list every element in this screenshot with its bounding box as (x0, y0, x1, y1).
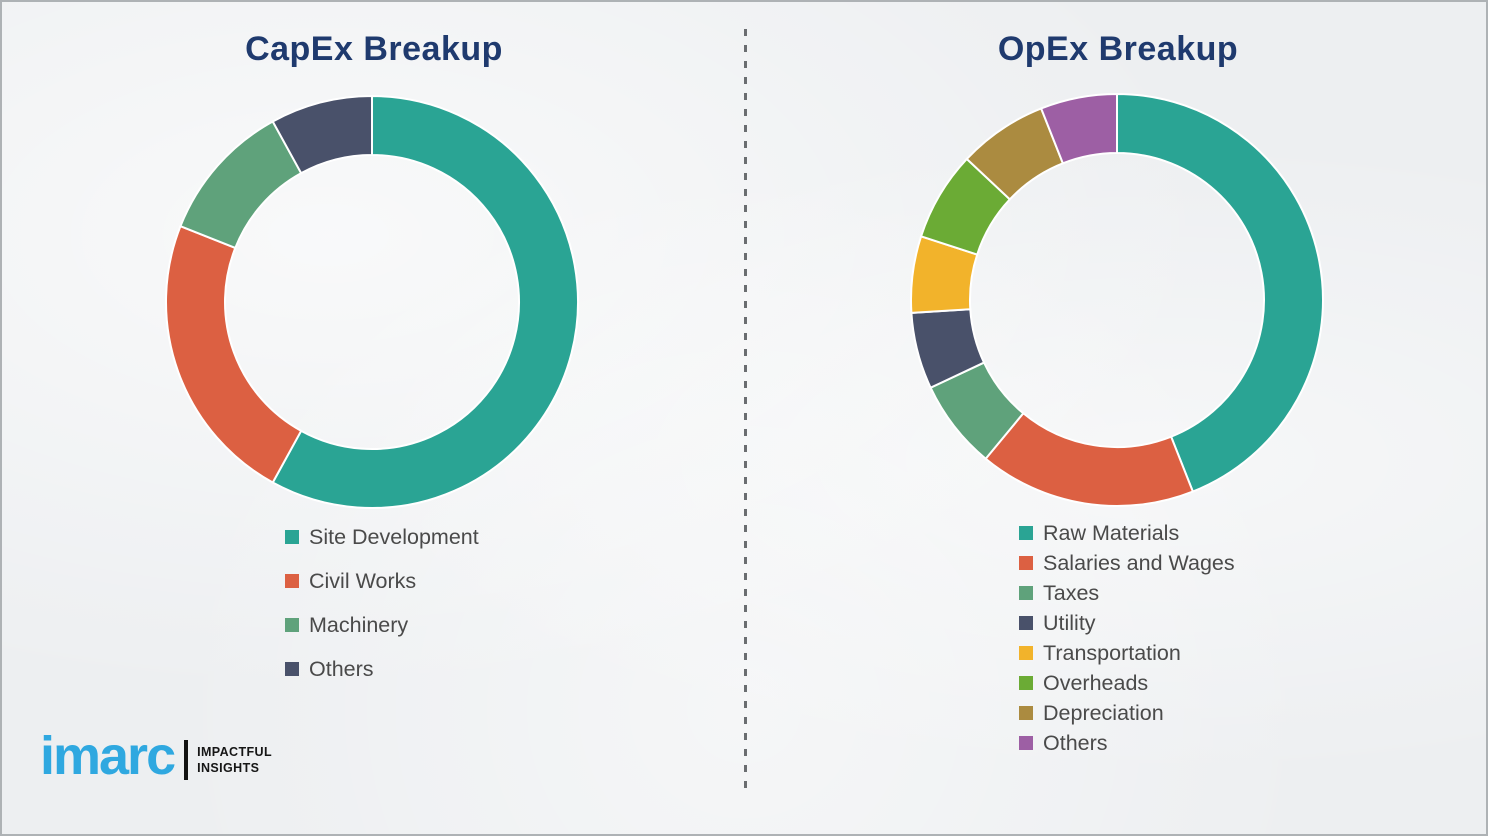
legend-label: Civil Works (309, 568, 417, 593)
logo-tagline-line2: INSIGHTS (197, 761, 260, 775)
legend-label: Salaries and Wages (1043, 550, 1235, 575)
legend-item-salaries-and-wages: Salaries and Wages (1019, 548, 1235, 578)
donut-slice-site-development (271, 94, 579, 509)
legend-item-others: Others (1019, 728, 1235, 758)
legend-label: Taxes (1043, 580, 1100, 605)
capex-title: CapEx Breakup (245, 30, 503, 68)
legend-swatch-icon (1019, 646, 1033, 660)
capex-panel: CapEx Breakup Site Development Civil Work… (2, 2, 746, 834)
legend-label: Overheads (1043, 670, 1149, 695)
legend-item-overheads: Overheads (1019, 668, 1235, 698)
legend-item-site-development: Site Development (285, 515, 479, 559)
logo-tagline-line1: IMPACTFUL (197, 744, 272, 759)
capex-donut-chart (165, 94, 579, 509)
legend-item-civil-works: Civil Works (285, 559, 479, 603)
legend-item-raw-materials: Raw Materials (1019, 518, 1235, 548)
legend-item-machinery: Machinery (285, 603, 479, 647)
donut-slice-others (1039, 92, 1118, 165)
donut-slice-civil-works (165, 224, 303, 484)
legend-swatch-icon (1019, 556, 1033, 570)
legend-swatch-icon (285, 618, 299, 632)
legend-item-taxes: Taxes (1019, 578, 1235, 608)
legend-swatch-icon (1019, 676, 1033, 690)
legend-swatch-icon (285, 662, 299, 676)
legend-label: Others (1043, 730, 1108, 755)
divider-dashed-line (744, 29, 747, 791)
logo-tagline: IMPACTFUL INSIGHTS (197, 744, 272, 777)
opex-legend: Raw Materials Salaries and Wages Taxes Util… (1019, 518, 1235, 758)
opex-panel: OpEx Breakup Raw Materials Salaries and W… (746, 2, 1486, 834)
legend-swatch-icon (1019, 526, 1033, 540)
donut-slice-salaries-and-wages (984, 411, 1195, 507)
legend-swatch-icon (1019, 586, 1033, 600)
donut-slice-others (271, 94, 373, 175)
legend-label: Transportation (1043, 640, 1181, 665)
imarc-logo: imarc IMPACTFUL INSIGHTS (40, 729, 272, 787)
legend-swatch-icon (1019, 736, 1033, 750)
opex-title: OpEx Breakup (997, 30, 1239, 68)
legend-item-depreciation: Depreciation (1019, 698, 1235, 728)
legend-item-others: Others (285, 647, 479, 691)
legend-swatch-icon (1019, 706, 1033, 720)
legend-label: Depreciation (1043, 700, 1164, 725)
imarc-brand-text: imarc (40, 726, 176, 786)
donut-slice-raw-materials (1116, 92, 1324, 493)
legend-swatch-icon (285, 574, 299, 588)
logo-divider-bar (184, 740, 189, 780)
legend-label: Raw Materials (1043, 520, 1180, 545)
legend-label: Site Development (309, 524, 479, 549)
opex-donut-chart (910, 92, 1324, 507)
capex-legend: Site Development Civil Works Machinery Othe… (285, 515, 479, 691)
legend-item-utility: Utility (1019, 608, 1235, 638)
legend-label: Machinery (309, 612, 409, 637)
legend-item-transportation: Transportation (1019, 638, 1235, 668)
legend-swatch-icon (285, 530, 299, 544)
legend-label: Others (309, 656, 374, 681)
legend-swatch-icon (1019, 616, 1033, 630)
legend-label: Utility (1043, 610, 1096, 635)
